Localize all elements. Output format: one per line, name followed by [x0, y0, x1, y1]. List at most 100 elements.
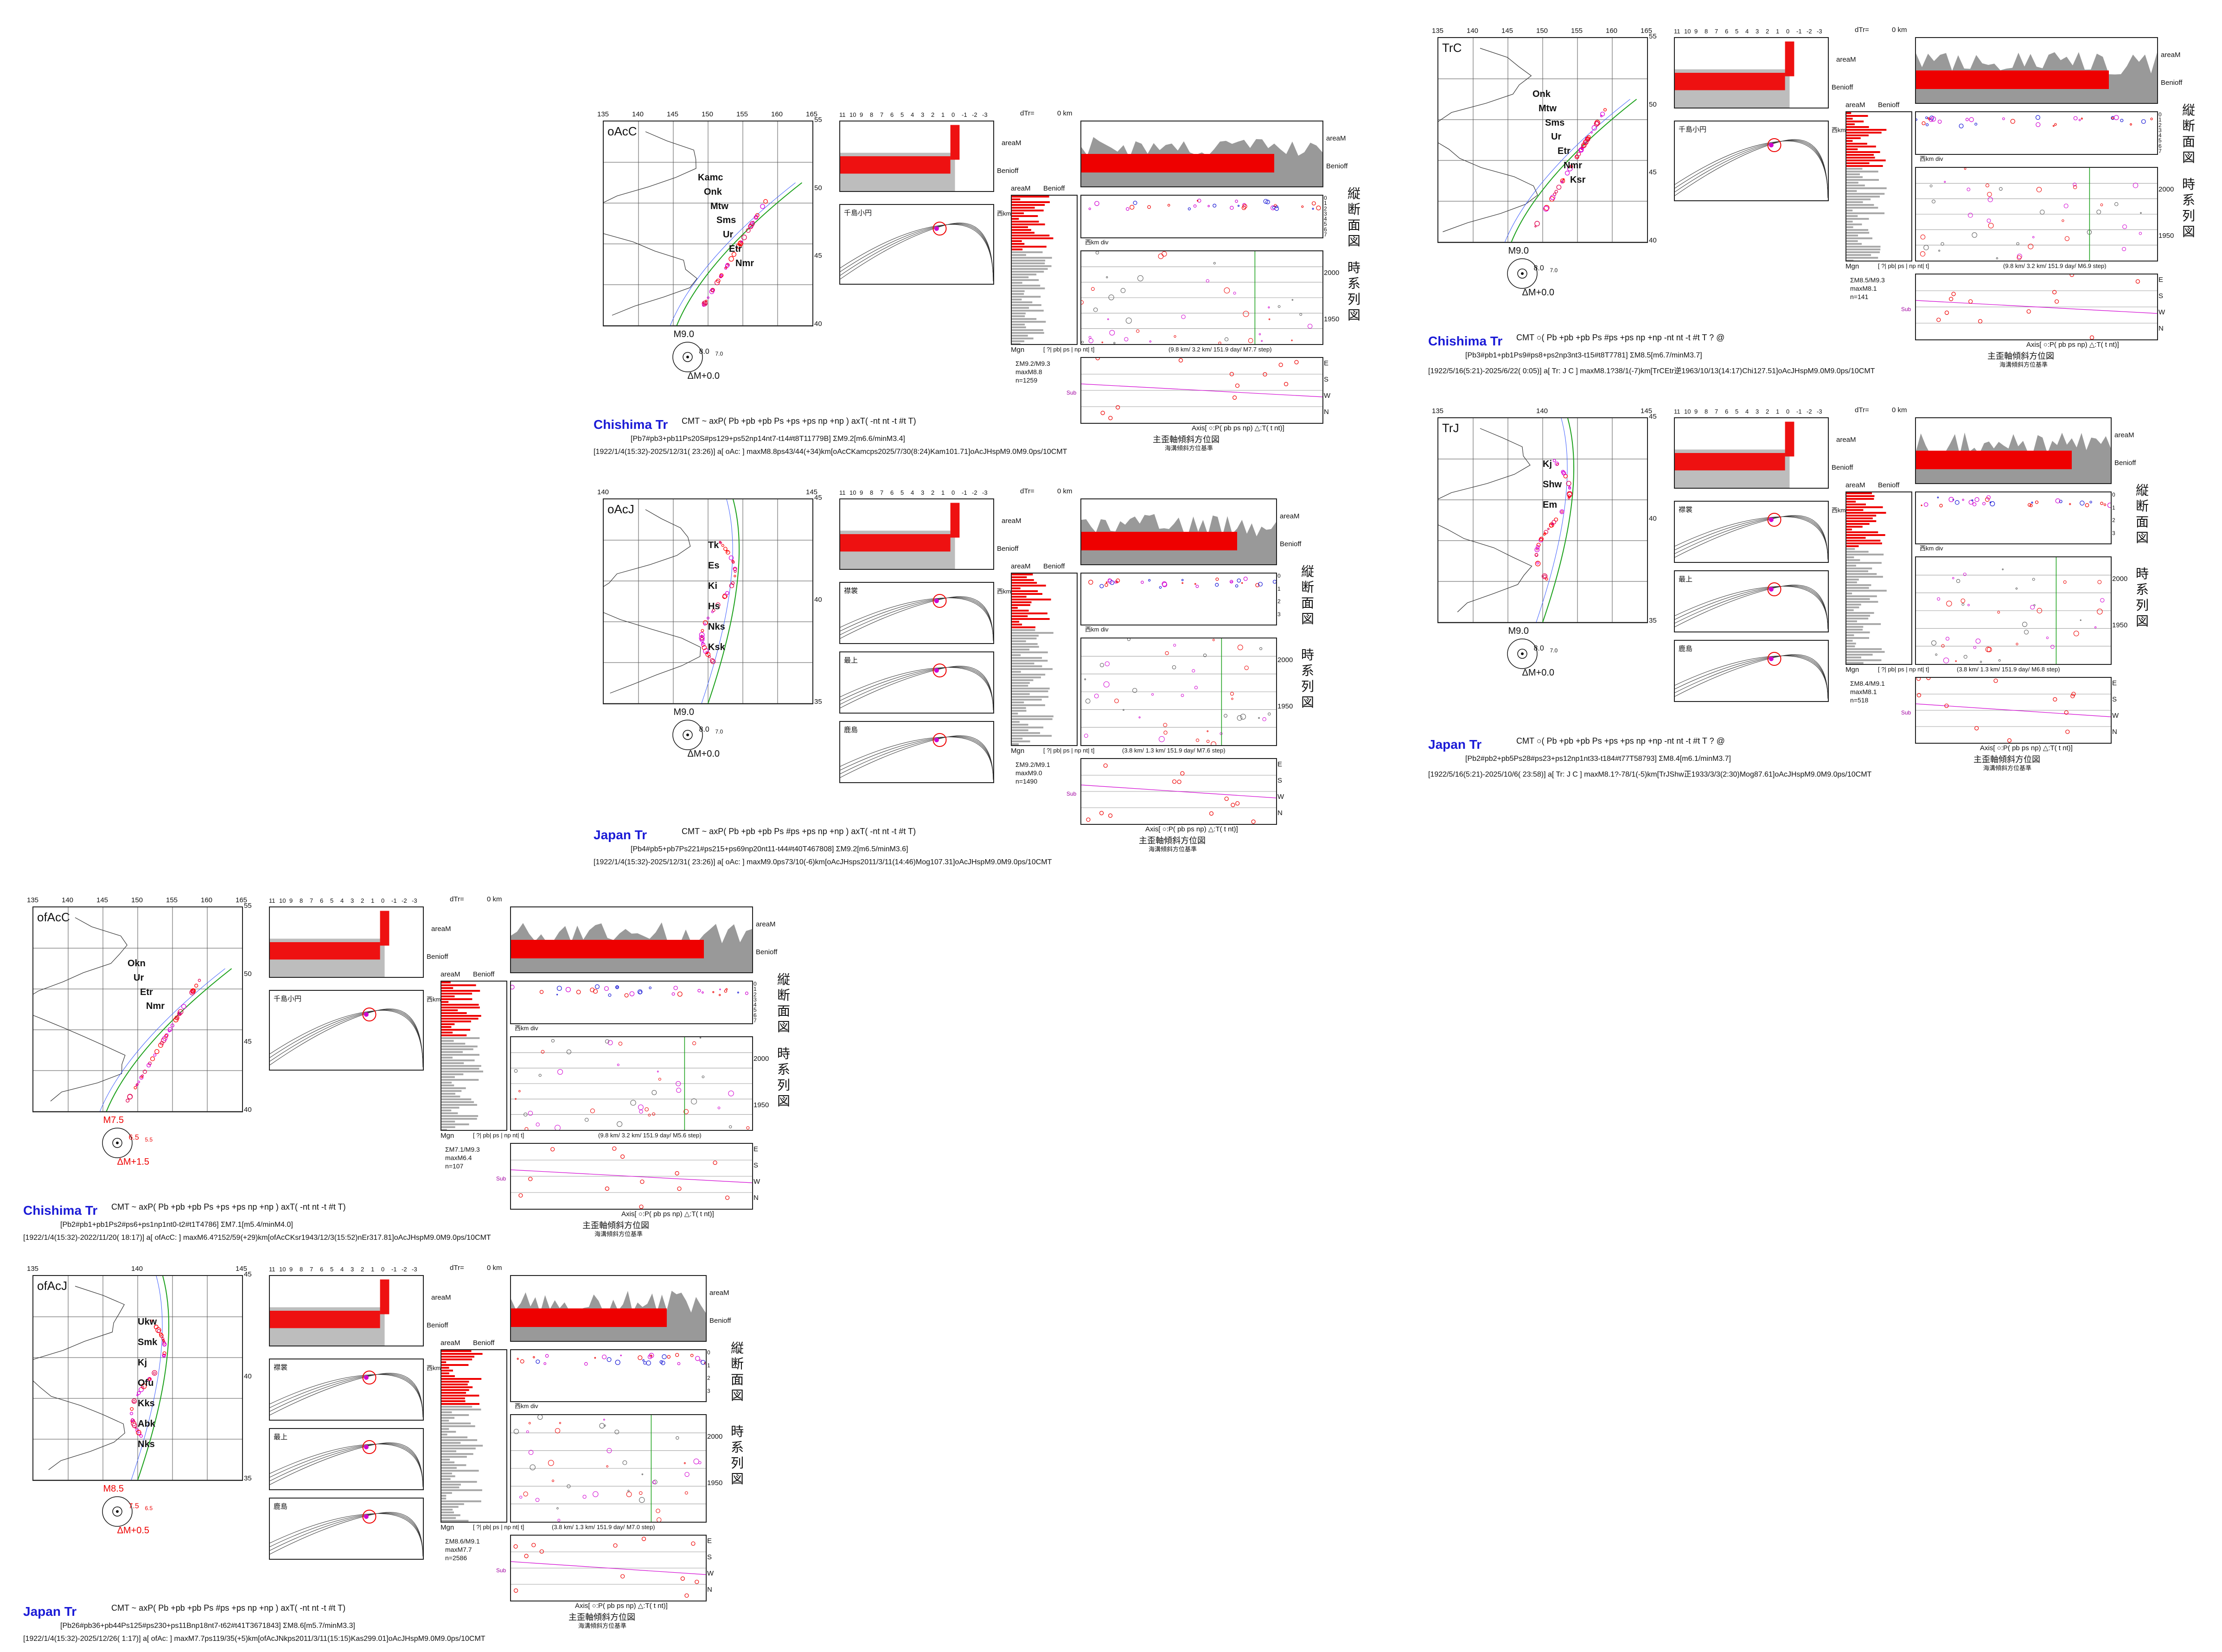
cross-quake [595, 984, 600, 989]
quake-marker [731, 581, 735, 585]
ts-quake [1963, 573, 1967, 576]
place-label: Abk [138, 1419, 155, 1429]
benioff-hist-label: Benioff [473, 970, 495, 978]
axis-marker [1284, 382, 1289, 387]
histogram-bar [441, 1123, 469, 1125]
vertical-label-series: 図 [1301, 695, 1314, 710]
histogram-bar [1846, 235, 1858, 236]
cross-quake [1962, 498, 1965, 501]
cross-quake [745, 991, 748, 995]
benioff-label: Benioff [997, 167, 1019, 175]
depth-time-chart [269, 1275, 424, 1346]
histogram-bar [1012, 229, 1031, 231]
benioff-label-right: Benioff [756, 948, 778, 956]
ts-quake [1999, 187, 2003, 191]
axis-marker [531, 1543, 536, 1547]
quake-marker [1579, 147, 1583, 152]
histogram-bar [441, 1076, 455, 1078]
histogram-bar [1012, 215, 1038, 217]
cross-quake [556, 986, 562, 991]
mag-legend-mid: 6.5 [128, 1134, 139, 1142]
quake-marker [190, 988, 196, 994]
slab-curve [270, 1443, 423, 1487]
slab-curve [1675, 515, 1828, 560]
place-label: Nmr [1564, 160, 1583, 171]
histogram-bar [1846, 554, 1884, 555]
place-label: Kks [138, 1398, 155, 1409]
ts-quake [1172, 665, 1176, 670]
axis-marker [640, 1180, 645, 1184]
ts-quake [1931, 640, 1936, 646]
histogram-bar [1846, 615, 1870, 617]
vertical-label-series: 時 [2135, 566, 2149, 581]
mag-legend-mid: 7.5 [128, 1502, 139, 1510]
cross-quake [576, 989, 581, 995]
area-fill-red [511, 940, 704, 958]
time-tick: 7 [1715, 408, 1718, 415]
year-tick: 1950 [753, 1101, 769, 1109]
ts-quake [2017, 254, 2022, 259]
quake-marker [1541, 573, 1548, 580]
histogram-bar [1012, 676, 1041, 678]
nishi-km-label: 西km [997, 210, 1011, 217]
axis-legend: Axis[ ○:P( pb ps np) △:T( t nt)] [1145, 825, 1238, 833]
ts-quake [1299, 313, 1303, 316]
place-label: Em [1543, 500, 1558, 510]
trench-line [106, 968, 232, 1111]
lon-tick: 160 [1606, 27, 1618, 35]
area-m-fill [1675, 453, 1785, 471]
vertical-label-series: 系 [2135, 582, 2149, 597]
map-label: oAcC [607, 124, 637, 138]
slab-curve [270, 1010, 423, 1068]
area-m-label-right: areaM [1326, 134, 1346, 142]
panel-TrJ: TrJ Kj Shw Em 135 140 145 45 40 35 M9.0 8.0 7.0 ΔM+0.… [1428, 403, 2216, 784]
ts-quake [639, 1497, 645, 1503]
histogram-bar [1012, 226, 1028, 228]
histogram-bar [1012, 343, 1021, 344]
histogram-svg [1846, 112, 1887, 261]
histogram-bar [1846, 232, 1870, 234]
place-label: Ksk [708, 642, 725, 652]
ts-quake [2100, 598, 2105, 603]
ts-quake [1181, 314, 1186, 319]
cross-quake [1207, 205, 1210, 207]
vertical-label-cross: 縦 [730, 1340, 744, 1356]
area-m-fill [270, 1311, 380, 1328]
area-m-label-right: areaM [756, 920, 776, 928]
quake-marker [705, 651, 711, 657]
quake-marker [1567, 491, 1573, 497]
sub-label: Sub [1066, 389, 1077, 396]
histogram-svg [1012, 196, 1054, 344]
histogram-bar [1846, 210, 1853, 211]
time-tick: 10 [279, 1266, 286, 1273]
ts-quake [557, 1518, 561, 1522]
histogram-bar [441, 1121, 455, 1123]
quake-marker [1545, 577, 1548, 581]
ts-quake [2133, 183, 2139, 188]
ts-quake [537, 1415, 543, 1420]
ts-quake [1941, 644, 1945, 648]
contour-line [701, 499, 733, 703]
ts-quake [1986, 183, 1989, 187]
mag-circle-small [682, 730, 693, 740]
histogram-bar [1012, 638, 1037, 639]
histogram-bar [1846, 501, 1856, 503]
histogram-bar [1846, 531, 1878, 533]
cross-quake [1141, 580, 1144, 584]
depth-tick: 0 [707, 1349, 710, 1356]
histogram-bar [441, 1381, 469, 1383]
benioff-label-right: Benioff [709, 1317, 731, 1325]
quake-marker [139, 1075, 144, 1080]
vertical-label-cross: 縦 [1301, 564, 1314, 579]
quake-marker [1561, 470, 1565, 474]
ts-quake [1960, 599, 1966, 603]
histogram-bar [1846, 143, 1867, 145]
profile-quake-dot [1769, 657, 1774, 661]
mag-circle-dot [686, 356, 689, 358]
lon-tick: 145 [667, 110, 679, 118]
slab-curve [270, 1009, 423, 1068]
histogram-bar [441, 1018, 479, 1020]
depth-time-svg [1675, 421, 1794, 488]
quake-marker [731, 252, 737, 257]
axis-marker [1086, 817, 1091, 822]
